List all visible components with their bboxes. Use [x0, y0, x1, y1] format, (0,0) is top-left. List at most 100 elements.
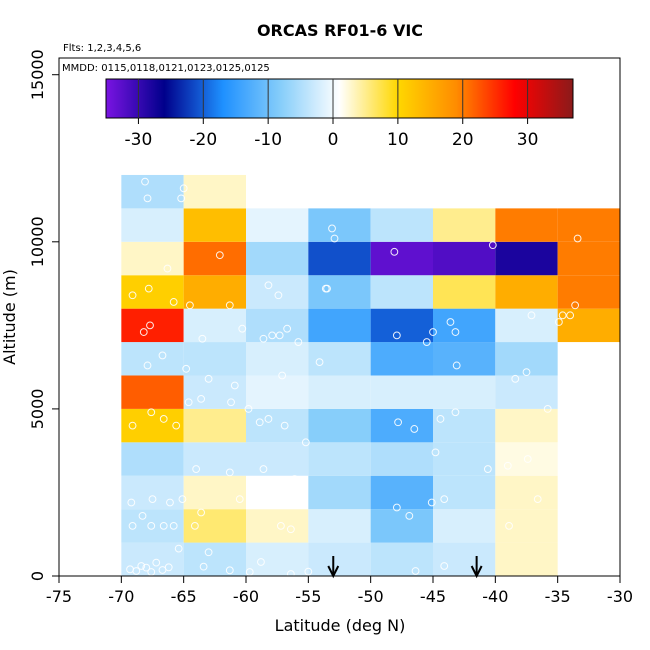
heatmap-cell — [246, 542, 309, 576]
observation-point — [543, 405, 552, 413]
observation-point — [143, 194, 152, 203]
observation-point — [392, 503, 401, 512]
x-axis: -75 -70 -65 -60 -55 -50 -45 -40 -35 -30 — [46, 575, 633, 606]
observation-point — [128, 291, 137, 300]
observation-point — [290, 475, 299, 483]
observation-point — [255, 418, 264, 427]
observation-point — [392, 331, 401, 340]
x-tick-label: -75 — [46, 587, 72, 606]
x-tick-label: -55 — [295, 587, 321, 606]
observation-point — [169, 298, 178, 306]
observation-point — [139, 328, 148, 336]
dates-label: MMDD: 0115,0118,0121,0123,0125,0125 — [62, 63, 270, 74]
observation-point — [410, 425, 419, 433]
heatmap-cell — [495, 308, 558, 343]
x-tick-label: -60 — [233, 587, 259, 606]
observation-point — [163, 264, 172, 273]
heatmap-cell — [121, 375, 184, 409]
x-tick-label: -65 — [171, 587, 197, 606]
observation-point — [146, 321, 154, 330]
heatmap-cell — [246, 308, 309, 343]
observation-point — [177, 194, 186, 203]
observation-point — [174, 544, 183, 553]
heatmap-cell — [246, 342, 309, 376]
observation-points — [126, 177, 582, 578]
observation-point — [573, 234, 582, 243]
heatmap-cell — [246, 408, 309, 443]
heatmap-cell — [370, 542, 433, 576]
observation-point — [166, 498, 174, 507]
observation-point — [148, 495, 157, 504]
observation-point — [257, 558, 265, 566]
heatmap-cell — [433, 342, 496, 376]
colorbar-ticks: -30 -20 -10 0 10 20 30 — [125, 79, 538, 150]
observation-point — [483, 465, 492, 473]
observation-point — [268, 331, 277, 340]
observation-point — [144, 284, 153, 293]
heatmap-cell — [308, 275, 371, 309]
observation-point — [142, 563, 151, 572]
heatmap-cell — [433, 475, 496, 510]
observation-point — [128, 421, 137, 430]
heatmap-cell — [183, 542, 246, 576]
colorbar-tick-label: 20 — [452, 130, 474, 150]
heatmap-cell — [433, 442, 496, 476]
observation-point — [197, 394, 206, 403]
observation-point — [555, 318, 563, 326]
observation-point — [147, 568, 156, 576]
observation-point — [138, 511, 147, 520]
observation-point — [394, 418, 402, 427]
observation-point — [328, 224, 336, 233]
heatmap-cell — [495, 208, 558, 242]
heatmap-cell — [308, 442, 371, 476]
observation-point — [422, 338, 431, 346]
observation-point — [411, 567, 420, 575]
observation-point — [301, 438, 310, 447]
observation-point — [274, 291, 283, 300]
observation-point — [259, 465, 268, 473]
observation-point — [238, 324, 247, 333]
heatmap-cell — [121, 408, 184, 443]
colorbar-tick-label: -30 — [125, 130, 153, 150]
heatmap-cell — [121, 241, 184, 276]
x-tick-label: -50 — [358, 587, 384, 606]
observation-point — [440, 495, 449, 504]
colorbar-tick-label: 10 — [387, 130, 409, 150]
heatmap-cell — [495, 509, 558, 543]
heatmap-cell — [370, 241, 433, 276]
observation-point — [164, 563, 173, 572]
observation-point — [533, 495, 542, 504]
heatmap-cell — [370, 408, 433, 443]
heatmap-cell — [370, 308, 433, 343]
heatmap-cell — [308, 241, 371, 276]
observation-point — [197, 508, 206, 517]
observation-point — [431, 448, 440, 457]
observation-point — [452, 361, 461, 370]
heatmap-cell — [121, 475, 184, 510]
heatmap-cell — [121, 442, 184, 476]
y-tick-label: 5000 — [28, 389, 47, 430]
observation-point — [225, 468, 234, 477]
heatmap-cell — [370, 275, 433, 309]
heatmap-cell — [246, 241, 309, 276]
observation-point — [280, 421, 289, 430]
heatmap-cell — [121, 174, 184, 209]
observation-point — [182, 364, 191, 373]
heatmap-cell — [246, 375, 309, 409]
y-axis: 0 5000 10000 15000 — [28, 49, 60, 581]
observation-point — [204, 548, 213, 557]
heatmap-cell — [183, 509, 246, 543]
x-tick-label: -45 — [420, 587, 446, 606]
observation-point — [186, 301, 194, 310]
observation-point — [451, 328, 460, 336]
flights-label: Flts: 1,2,3,4,5,6 — [63, 43, 141, 54]
observation-point — [143, 361, 152, 370]
heatmap-cell — [433, 542, 496, 576]
observation-point — [291, 495, 300, 504]
observation-point — [503, 461, 512, 470]
observation-point — [451, 408, 460, 417]
observation-point — [566, 311, 575, 320]
heatmap-cell — [495, 475, 558, 510]
heatmap-cell — [557, 308, 620, 343]
